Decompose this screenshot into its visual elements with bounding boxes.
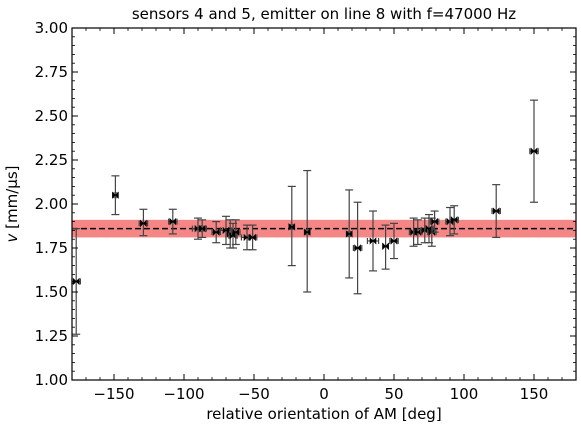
point-marker [212,228,220,236]
x-tick-label: −50 [238,385,270,403]
data-point [168,208,178,235]
point-marker [369,237,377,245]
data-point [352,201,363,295]
point-marker [431,217,438,226]
axes-layer: −150 −100 −50 0 50 100 150 1.00 1.25 1.50 1.75 2.00… [35,19,577,403]
data-point [303,169,312,293]
point-marker [112,191,119,199]
data-point [449,205,459,235]
data-point [389,222,399,260]
y-tick-label: 1.00 [35,371,68,389]
point-marker [140,219,147,228]
y-axis-label-unit: [mm/μs] [3,166,21,234]
y-tick-label: 1.75 [35,239,68,257]
data-point [366,210,380,272]
y-tick-label: 1.50 [35,283,68,301]
x-tick-label: −150 [93,385,134,403]
y-tick-label: 2.50 [35,107,68,125]
data-point [231,219,241,246]
x-tick-label: 150 [520,385,549,403]
point-marker [288,223,296,231]
y-tick-label: 2.75 [35,63,68,81]
point-marker [169,217,177,226]
point-marker [345,230,353,238]
data-point [491,184,501,239]
y-axis-label: v [mm/μs] [3,166,21,243]
data-point [429,210,440,233]
point-marker [232,228,240,236]
plot-frame [71,27,577,381]
x-tick-label: −100 [163,385,204,403]
point-marker [303,228,311,236]
point-marker [198,224,206,233]
point-marker [390,237,398,245]
data-point [138,208,149,237]
data-point [197,219,207,239]
point-marker [450,216,458,224]
x-tick-label: 50 [384,385,403,403]
data-point [529,99,539,203]
point-marker [249,233,256,242]
y-tick-label: 2.00 [35,195,68,213]
data-points-layer [71,99,539,335]
chart-title: sensors 4 and 5, emitter on line 8 with … [132,5,516,23]
point-marker [382,242,389,250]
data-point [381,224,390,270]
y-axis-label-variable: v [3,233,21,243]
point-marker [354,244,361,252]
y-tick-label: 2.25 [35,151,68,169]
x-axis-label: relative orientation of AM [deg] [206,405,441,423]
point-marker [530,147,538,155]
y-tick-label: 1.25 [35,327,68,345]
data-point [247,224,258,251]
data-point [111,175,120,216]
y-tick-label: 3.00 [35,19,68,37]
x-tick-label: 0 [319,385,329,403]
data-point [345,189,354,279]
point-marker [492,207,500,215]
x-tick-label: 100 [450,385,479,403]
data-point [287,185,296,267]
